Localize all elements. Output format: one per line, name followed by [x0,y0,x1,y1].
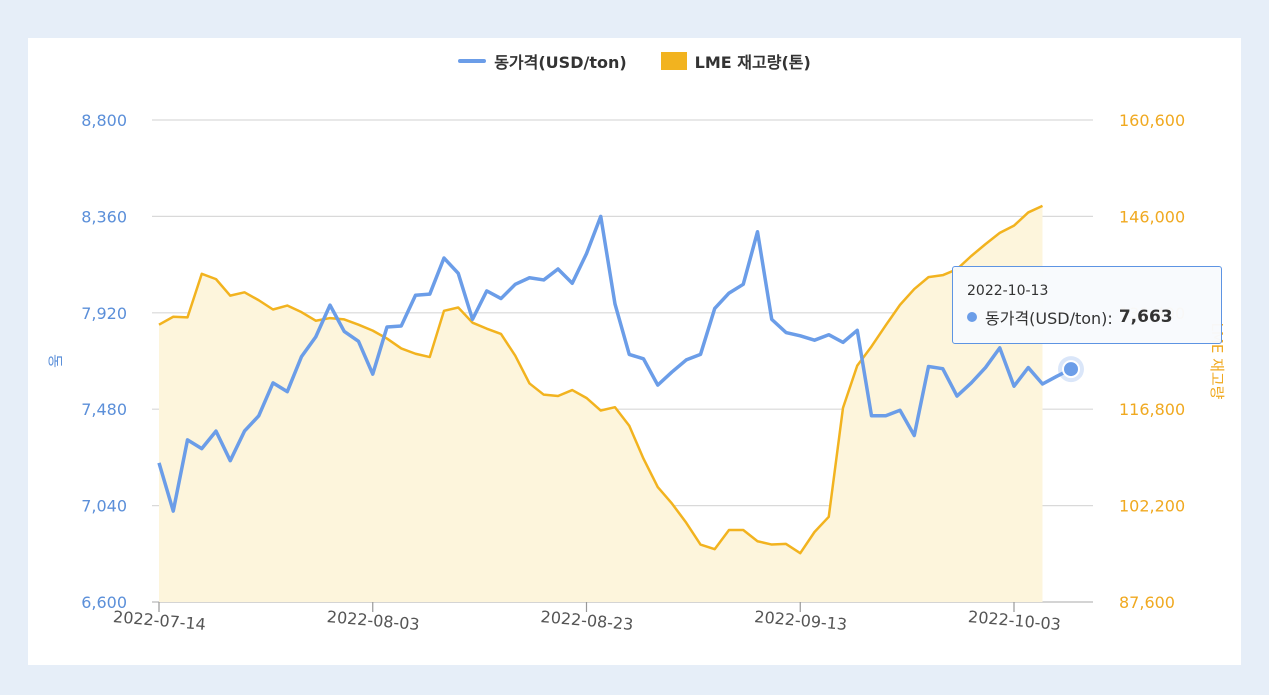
tooltip-date: 2022-10-13 [967,283,1049,299]
tooltip-value: 7,663 [1118,307,1173,327]
x-axis-tick-label: 2022-09-13 [754,607,848,634]
left-axis-tick-label: 7,040 [81,497,127,516]
tooltip-row: 동가격(USD/ton): 7,663 [967,305,1207,329]
left-axis-tick-label: 7,920 [81,304,127,323]
right-axis-tick-label: 87,600 [1119,593,1175,612]
hover-marker-dot[interactable] [1062,360,1080,379]
x-axis-tick-label: 2022-08-03 [326,607,420,634]
left-axis-tick-label: 8,800 [81,111,127,130]
price-line[interactable] [157,214,1072,513]
x-axis-tick-label: 2022-10-03 [967,607,1061,634]
left-axis-tick-label: 7,480 [81,400,127,419]
stock-area-fill [159,205,1043,602]
legend-price-label: 동가격(USD/ton) [494,53,627,72]
tooltip: 2022-10-13 동가격(USD/ton): 7,663 [952,266,1222,344]
legend-stock-swatch [660,52,687,70]
price-series[interactable] [157,214,1072,513]
stock-series[interactable] [158,204,1044,602]
legend-item-stock[interactable]: LME 재고량(톤) [660,49,811,73]
left-axis-title: 동 [46,354,64,368]
right-axis-tick-label: 146,000 [1119,207,1185,226]
left-axis-tick-label: 6,600 [81,593,127,612]
tooltip-series-label: 동가격(USD/ton): [985,309,1113,328]
right-axis-tick-label: 102,200 [1119,497,1185,516]
legend-item-price[interactable]: 동가격(USD/ton) [458,49,627,73]
right-axis-tick-label: 160,600 [1119,111,1185,130]
right-axis-tick-label: 116,800 [1119,400,1185,419]
legend-price-swatch [458,59,487,63]
tooltip-series-dot [967,312,977,322]
stock-line[interactable] [158,204,1044,555]
x-axis-tick-label: 2022-08-23 [540,607,634,634]
left-axis-tick-label: 8,360 [81,207,127,226]
axes: 6,600 7,040 7,480 7,920 8,360 8,800 87,600 102,… [46,111,1226,634]
x-axis-tick-label: 2022-07-14 [112,607,206,634]
hover-marker[interactable] [1058,356,1084,383]
legend: 동가격(USD/ton) LME 재고량(톤) [28,48,1241,74]
legend-stock-label: LME 재고량(톤) [694,53,811,72]
